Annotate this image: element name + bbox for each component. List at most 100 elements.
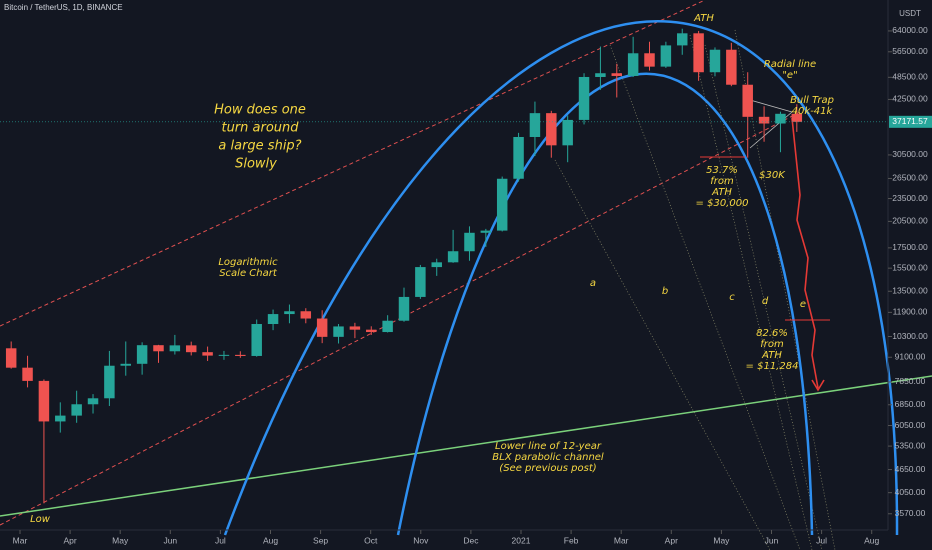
x-tick-label: Apr <box>665 535 678 545</box>
projection-path <box>791 117 819 389</box>
x-tick-label: Jun <box>163 535 177 545</box>
annotation: 53.7% <box>706 165 738 176</box>
x-tick-label: May <box>713 535 730 545</box>
y-tick-label: 6050.00 <box>895 420 926 430</box>
candle-body <box>709 49 721 73</box>
candle-body <box>120 363 131 366</box>
annotation: Logarithmic <box>218 257 278 268</box>
annotation: = $11,284 <box>746 361 799 372</box>
y-tick-label: 56500.00 <box>892 46 928 56</box>
annotation: BLX parabolic channel <box>492 452 604 463</box>
y-tick-label: 4650.00 <box>895 464 926 474</box>
x-tick-label: Sep <box>313 535 328 545</box>
candle-body <box>758 116 770 124</box>
x-tick-label: Oct <box>364 535 378 545</box>
candle-body <box>398 296 410 321</box>
x-tick-label: Jun <box>765 535 779 545</box>
x-tick-label: Feb <box>564 535 579 545</box>
last-price-box <box>889 115 932 128</box>
y-tick-label: 6850.00 <box>895 399 926 409</box>
x-tick-label: Mar <box>13 535 28 545</box>
annotation: c <box>729 292 735 303</box>
candle-body <box>415 267 426 297</box>
annotation: e <box>800 299 806 310</box>
annotation: a large ship? <box>218 139 301 154</box>
candle-body <box>529 113 541 137</box>
candle-body <box>627 53 639 76</box>
annotation: How does one <box>214 103 306 118</box>
annotation: from <box>710 176 734 187</box>
candle-body <box>480 230 492 233</box>
candle-body <box>726 49 737 85</box>
candle-body <box>496 178 508 231</box>
annotation: $30K <box>759 170 786 181</box>
projection-arrow <box>811 379 825 392</box>
candle-body <box>202 352 213 356</box>
candle-body <box>22 367 33 381</box>
candle-body <box>546 113 557 146</box>
x-tick-label: May <box>112 535 129 545</box>
annotation: ATH <box>711 187 732 198</box>
channel-upper <box>0 0 706 327</box>
annotation: Radial line <box>764 59 816 70</box>
annotation: Scale Chart <box>219 268 278 279</box>
candle-body <box>742 84 753 117</box>
y-tick-label: 26500.00 <box>892 173 928 183</box>
candle-body <box>284 311 295 315</box>
candle-body <box>218 354 230 356</box>
candle-body <box>153 345 164 352</box>
candle-body <box>366 329 377 333</box>
x-tick-label: Dec <box>463 535 479 545</box>
candle-body <box>300 311 312 319</box>
candle-body <box>513 136 524 179</box>
quote-currency: USDT <box>899 9 921 18</box>
y-tick-label: 3570.00 <box>895 508 926 518</box>
candle-body <box>5 348 17 368</box>
annotation: 40k-41k <box>792 106 834 117</box>
annotation: "e" <box>782 70 797 81</box>
y-tick-label: 4050.00 <box>895 487 926 497</box>
annotation: = $30,000 <box>696 198 749 209</box>
x-tick-label: Nov <box>413 535 429 545</box>
y-tick-label: 23500.00 <box>892 193 928 203</box>
candle-body <box>235 354 246 356</box>
annotation: Lower line of 12-year <box>495 441 602 452</box>
blx-lower-line <box>0 375 932 517</box>
radial-a <box>554 159 771 550</box>
y-tick-label: 15500.00 <box>892 262 928 272</box>
candle-body <box>431 262 442 268</box>
y-tick-label: 30500.00 <box>892 149 928 159</box>
annotation: Bull Trap <box>790 95 834 106</box>
y-tick-label: 64000.00 <box>892 25 928 35</box>
annotation: from <box>760 339 784 350</box>
candle-body <box>644 53 655 67</box>
candle-body <box>578 76 590 120</box>
annotation: turn around <box>221 121 299 136</box>
candle-body <box>611 73 623 76</box>
annotation: b <box>662 286 668 297</box>
triangle-top <box>749 99 793 113</box>
x-tick-label: Aug <box>864 535 879 545</box>
x-tick-label: 2021 <box>512 535 531 545</box>
annotation: ATH <box>693 13 714 24</box>
candle-body <box>349 326 361 330</box>
x-tick-label: Mar <box>614 535 629 545</box>
candle-body <box>333 326 344 337</box>
annotation: Low <box>30 514 51 525</box>
x-tick-label: Apr <box>63 535 76 545</box>
candle-body <box>251 324 262 356</box>
x-tick-label: Aug <box>263 535 278 545</box>
candle-body <box>693 33 704 73</box>
annotation: d <box>762 296 769 307</box>
y-tick-label: 17500.00 <box>892 242 928 252</box>
radial-c <box>689 34 813 550</box>
inner-arc <box>396 72 814 536</box>
candle-body <box>38 380 50 422</box>
candle-body <box>382 320 393 333</box>
candle-body <box>136 345 148 364</box>
candle-body <box>104 365 115 399</box>
candle-body <box>464 232 475 252</box>
y-tick-label: 42500.00 <box>892 94 928 104</box>
